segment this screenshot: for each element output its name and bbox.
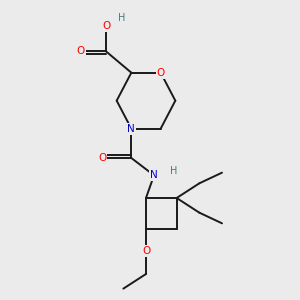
Text: H: H — [170, 166, 178, 176]
Text: O: O — [76, 46, 85, 56]
Text: N: N — [128, 124, 135, 134]
Text: O: O — [98, 153, 106, 163]
Text: N: N — [150, 170, 158, 180]
Text: O: O — [157, 68, 165, 78]
Text: O: O — [142, 246, 150, 256]
Text: O: O — [102, 21, 110, 31]
Text: H: H — [118, 13, 126, 23]
